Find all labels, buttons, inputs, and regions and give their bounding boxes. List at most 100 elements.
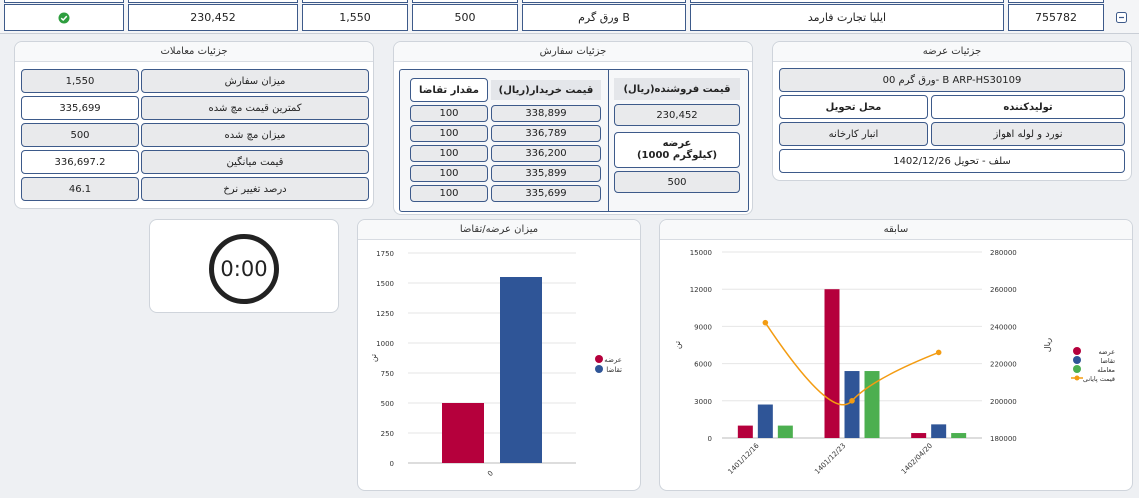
x-tick-label: 0 <box>486 469 495 478</box>
trade-row-value: 336,697.2 <box>21 150 139 174</box>
trade-row-label: میزان سفارش <box>141 69 369 93</box>
demand-qty-header: مقدار تقاضا <box>410 78 488 102</box>
y-tick-label: 9000 <box>694 323 712 331</box>
bar-trade <box>951 433 967 438</box>
demand-qty-cell: 100 <box>410 105 488 122</box>
supply-label-line2: (1000 کیلوگرم) <box>636 150 718 161</box>
final-price-point <box>849 398 855 404</box>
status-cell <box>4 4 124 31</box>
supply-demand-chart-panel: میزان عرضه/تقاضا 0 250 500 750 1000 1250 1500 1… <box>357 219 641 491</box>
product-name: ورق گرم 00- B ARP-HS30109 <box>779 68 1125 92</box>
seller-price-value: 230,452 <box>614 104 740 126</box>
order-row[interactable]: 230,452 1,550 500 ورق گرم B ایلیا تجارت … <box>0 0 1139 34</box>
panel-title: جزئیات سفارش <box>394 42 752 62</box>
row-separator <box>690 0 1004 3</box>
supply-qty-cell: 500 <box>412 4 518 31</box>
customer-cell: ایلیا تجارت فارمد <box>690 4 1004 31</box>
divider <box>608 70 609 211</box>
legend-label: قیمت پایانی <box>1083 375 1115 383</box>
bar-demand <box>844 371 860 438</box>
supply-qty-value: 500 <box>614 171 740 193</box>
y-tick-label: 1250 <box>376 310 394 318</box>
y2-tick-label: 220000 <box>990 361 1017 369</box>
y2-axis-label: ریال <box>1043 338 1052 352</box>
demand-qty-cell: 100 <box>410 165 488 182</box>
supply-label-line1: عرضه <box>662 138 692 149</box>
row-separator <box>128 0 298 3</box>
trade-row-value: 1,550 <box>21 69 139 93</box>
y2-tick-label: 200000 <box>990 398 1017 406</box>
legend-marker <box>1073 347 1081 355</box>
legend-marker <box>595 355 603 363</box>
price-cell: 230,452 <box>128 4 298 31</box>
producer-value: نورد و لوله اهواز <box>931 122 1125 146</box>
panel-title: جزئیات عرضه <box>773 42 1131 62</box>
row-separator <box>4 0 124 3</box>
y-tick-label: 0 <box>708 435 712 443</box>
y-tick-label: 0 <box>390 460 394 468</box>
legend-marker <box>1074 375 1080 381</box>
order-id-cell: 755782 <box>1008 4 1104 31</box>
legend-marker <box>1073 356 1081 364</box>
bar-demand <box>931 424 947 438</box>
legend-label: تقاضا <box>606 366 622 374</box>
y-axis-label: تن <box>369 354 378 362</box>
buyer-price-header: قیمت خریدار(ریال) <box>491 80 601 100</box>
panel-title: میزان عرضه/تقاضا <box>358 220 640 240</box>
y2-tick-label: 180000 <box>990 435 1017 443</box>
x-tick-label: 1402/04/20 <box>900 442 934 476</box>
buyer-price-cell: 338,899 <box>491 105 601 122</box>
y-tick-label: 3000 <box>694 398 712 406</box>
demand-qty-cell: 100 <box>410 185 488 202</box>
y2-tick-label: 240000 <box>990 323 1017 331</box>
y-tick-label: 250 <box>381 430 394 438</box>
order-qty-cell: 1,550 <box>302 4 408 31</box>
y-axis-label: تن <box>673 341 682 349</box>
minus-square-icon[interactable] <box>1116 12 1127 23</box>
trade-details-panel: جزئیات معاملات میزان سفارش 1,550 کمترین … <box>14 41 374 209</box>
delivery-value: انبار کارخانه <box>779 122 928 146</box>
y2-tick-label: 280000 <box>990 249 1017 257</box>
buyer-price-cell: 336,200 <box>491 145 601 162</box>
y-tick-label: 12000 <box>690 286 712 294</box>
y-tick-label: 15000 <box>690 249 712 257</box>
seller-price-label: قیمت فروشنده(ریال) <box>614 78 740 100</box>
legend-label: عرضه <box>1099 348 1116 356</box>
buyer-price-cell: 335,699 <box>491 185 601 202</box>
buyer-price-cell: 336,789 <box>491 125 601 142</box>
history-chart-panel: سابقه 0 3000 6000 9000 12000 15000 180000 20000… <box>659 219 1133 491</box>
final-price-point <box>762 319 769 326</box>
bar-demand <box>500 277 542 463</box>
bar-trade <box>777 425 793 438</box>
panel-title: جزئیات معاملات <box>15 42 373 62</box>
timer-panel: 0:00 <box>149 219 339 313</box>
x-tick-label: 1401/12/23 <box>813 442 847 476</box>
row-separator <box>1008 0 1104 3</box>
bar-supply <box>442 403 484 463</box>
row-separator <box>522 0 686 3</box>
y-tick-label: 1000 <box>376 340 394 348</box>
product-cell: ورق گرم B <box>522 4 686 31</box>
delivery-type: سلف - تحویل 1402/12/26 <box>779 149 1125 173</box>
trade-row-label: کمترین قیمت مچ شده <box>141 96 369 120</box>
x-tick-label: 1401/12/16 <box>727 441 762 476</box>
producer-label: تولیدکننده <box>931 95 1125 119</box>
y2-tick-label: 260000 <box>990 286 1017 294</box>
panel-title: سابقه <box>660 220 1132 240</box>
order-book: قیمت فروشنده(ریال) 230,452 عرضه (1000 کی… <box>399 69 749 212</box>
expand-toggle[interactable] <box>1108 4 1135 31</box>
delivery-label: محل تحویل <box>779 95 928 119</box>
row-separator <box>412 0 518 3</box>
check-circle-icon <box>58 12 70 23</box>
legend-label: معامله <box>1097 366 1115 374</box>
y-tick-label: 6000 <box>694 361 712 369</box>
supply-details-panel: جزئیات عرضه ورق گرم 00- B ARP-HS30109 تو… <box>772 41 1132 181</box>
legend-label: عرضه <box>604 356 622 364</box>
bar-supply <box>737 425 753 438</box>
y-tick-label: 1750 <box>376 250 394 258</box>
trade-row-value: 500 <box>21 123 139 147</box>
y-tick-label: 750 <box>381 370 394 378</box>
bar-supply <box>824 289 840 438</box>
history-chart: 0 3000 6000 9000 12000 15000 180000 200000 22000… <box>673 249 1116 476</box>
trade-row-value: 335,699 <box>21 96 139 120</box>
